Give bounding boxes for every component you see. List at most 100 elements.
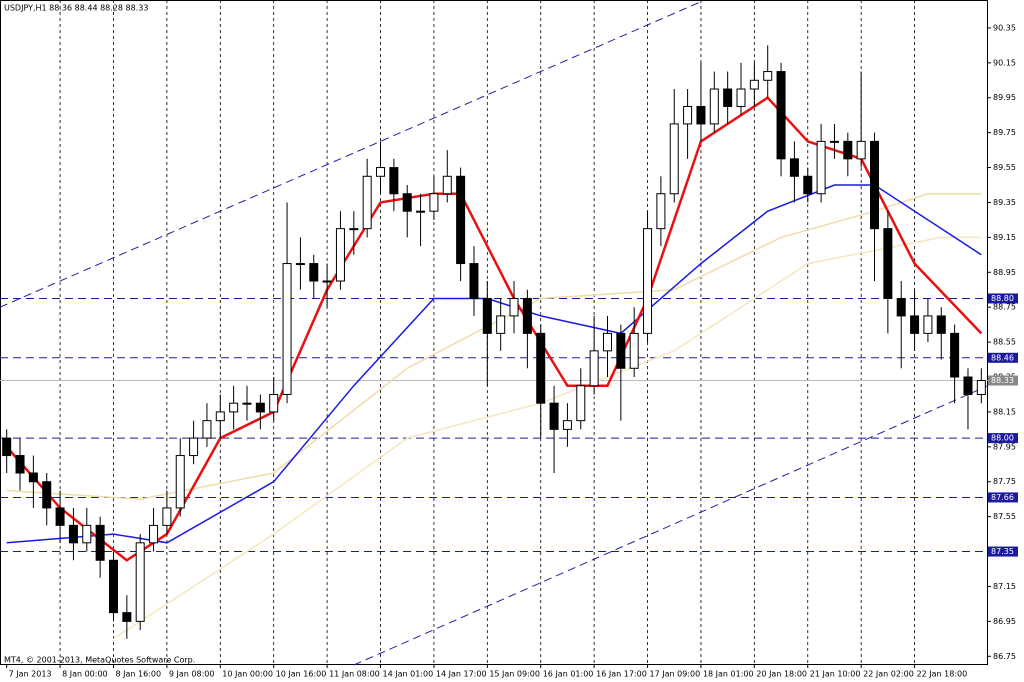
level-label: 87.66 [991,493,1014,502]
candle-body [509,297,519,317]
level-label: 88.80 [991,294,1014,303]
candle-body [482,297,492,334]
level-tag [988,492,1018,503]
y-tick-label: 88.55 [993,338,1016,347]
candle-body [189,437,199,457]
candle-body [215,411,225,422]
candle-body [82,524,92,544]
y-tick-label: 89.55 [993,163,1016,172]
candle-body [803,175,813,195]
candle-body [870,140,880,230]
moving-average [6,184,982,544]
candle-body [309,263,319,282]
candle-body [936,315,946,334]
x-tick-label: 11 Jan 08:00 [329,670,380,679]
candle-body [202,420,212,439]
level-label: 88.46 [991,353,1014,362]
y-tick-label: 87.95 [993,442,1016,451]
candle-body [28,472,38,483]
candle-body [709,88,719,125]
candle-body [135,542,145,622]
candle-body [442,175,452,195]
candle-body [175,455,185,509]
candle-body [683,105,693,125]
candle-body [896,297,906,317]
y-tick-label: 87.75 [993,477,1016,486]
y-tick-label: 90.15 [993,58,1016,67]
x-tick-label: 14 Jan 01:00 [383,670,434,679]
x-tick-label: 21 Jan 10:00 [810,670,861,679]
y-tick-label: 90.35 [993,23,1016,32]
candle-body [42,481,52,509]
candle-body [469,263,479,299]
candle-body [389,167,399,195]
level-label: 88.00 [991,434,1014,443]
candle-body [162,507,172,526]
candle-body [696,105,706,125]
candle-body [55,507,65,526]
candle-body [68,524,78,544]
candle-body [456,175,466,265]
level-tag [988,293,1018,304]
candle-body [349,228,359,231]
chart-title: USDJPY,H1 88.36 88.44 88.28 88.33 [4,4,148,13]
candle-body [229,402,239,413]
candle-body [242,402,252,405]
footer: MT4, © 2001-2013, MetaQuotes Software Co… [4,656,195,665]
x-tick-label: 7 Jan 2013 [9,670,52,679]
x-tick-label: 22 Jan 02:00 [863,670,914,679]
candle-body [763,71,773,81]
y-tick-label: 86.75 [993,652,1016,661]
x-tick-label: 10 Jan 16:00 [276,670,327,679]
candle-body [122,612,132,622]
candle-body [883,228,893,299]
candle-body [669,123,679,195]
x-tick-label: 10 Jan 00:00 [222,670,273,679]
candle-body [856,140,866,160]
candle-body [602,332,612,352]
level-tag [988,433,1018,444]
candle-body [789,158,799,177]
candle-body [429,193,439,212]
x-tick-label: 18 Jan 01:00 [703,670,754,679]
candle-body [950,332,960,378]
candle-body [362,175,372,230]
candle-body [295,263,305,266]
candle-body [629,332,639,369]
candle-body [335,228,345,282]
candle-body [749,79,759,90]
moving-average [5,96,983,562]
candle-body [149,524,159,544]
y-tick-label: 89.75 [993,128,1016,137]
level-tag [988,546,1018,557]
y-tick-label: 88.15 [993,407,1016,416]
y-tick-label: 89.35 [993,198,1016,207]
x-tick-label: 8 Jan 00:00 [62,670,108,679]
y-tick-label: 89.15 [993,233,1016,242]
x-tick-label: 20 Jan 18:00 [756,670,807,679]
candle-body [322,280,332,283]
candle-body [549,402,559,430]
level-tag [988,352,1018,363]
y-tick-label: 88.75 [993,303,1016,312]
level-label: 87.35 [991,547,1014,556]
candle-body [589,350,599,387]
candle-body [843,140,853,160]
y-tick-label: 86.95 [993,617,1016,626]
candle-body [95,524,105,561]
y-tick-label: 87.15 [993,582,1016,591]
candle-body [402,193,412,212]
x-tick-label: 14 Jan 17:00 [436,670,487,679]
candle-body [416,210,426,213]
plot-frame [0,0,988,665]
candle-body [536,332,546,404]
candle-body [643,228,653,334]
candle-body [829,140,839,143]
candle-body [910,315,920,334]
candle-body [776,71,786,160]
candle-body [656,193,666,230]
last-price-tag [988,375,1018,386]
candle-body [562,420,572,430]
trend-line [353,385,989,666]
